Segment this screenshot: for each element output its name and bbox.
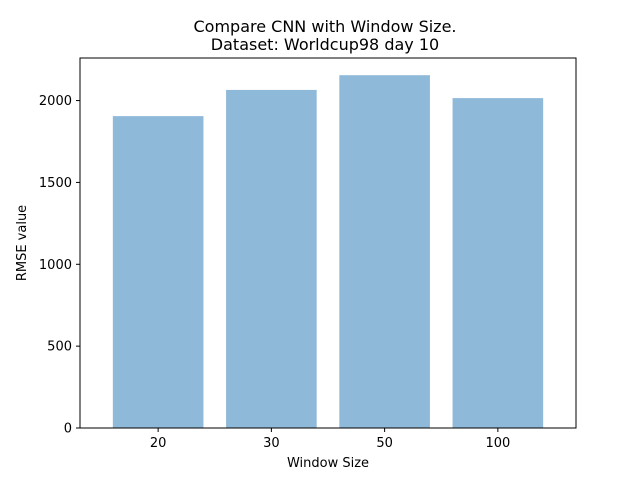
y-tick-label-1500: 1500 (39, 176, 72, 191)
plot-frame (79, 57, 577, 429)
y-axis-ticks: 0 500 1000 1500 2000 (39, 94, 80, 437)
x-tick-label-100: 100 (485, 436, 510, 451)
bar-30 (226, 89, 317, 429)
x-axis-label: Window Size (287, 456, 369, 471)
y-tick-label-500: 500 (47, 340, 72, 355)
y-axis-label: RMSE value (15, 205, 30, 281)
x-tick-label-20: 20 (150, 436, 167, 451)
chart-title-line-1: Compare CNN with Window Size. (194, 17, 457, 36)
bar-100 (452, 98, 544, 428)
bars-layer (112, 75, 544, 429)
y-tick-label-0: 0 (64, 422, 72, 437)
y-tick-label-2000: 2000 (39, 94, 72, 109)
bar-50 (339, 75, 430, 429)
x-axis-ticks: 20 30 50 100 (150, 428, 510, 451)
y-tick-label-1000: 1000 (39, 258, 72, 273)
x-tick-label-50: 50 (376, 436, 393, 451)
bar-20 (112, 116, 204, 428)
chart-title-line-2: Dataset: Worldcup98 day 10 (211, 35, 439, 54)
x-tick-label-30: 30 (263, 436, 280, 451)
